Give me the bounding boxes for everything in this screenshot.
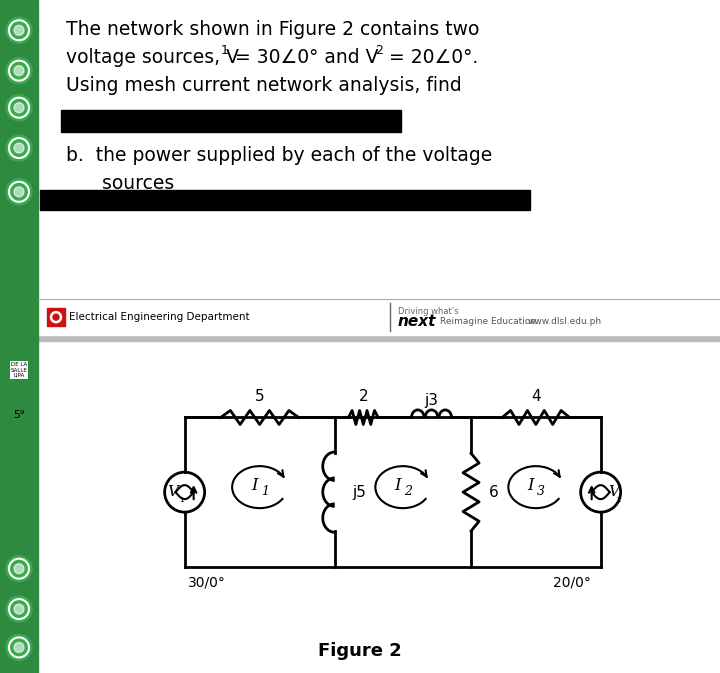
Bar [47,308,65,326]
Text: ₂: ₂ [616,494,621,504]
Circle shape [14,66,24,75]
Text: 2: 2 [404,485,412,497]
Bar [38,335,720,341]
Text: I: I [528,476,534,493]
Bar [61,110,401,132]
Circle shape [53,314,59,320]
Text: I: I [251,476,258,493]
Text: I: I [395,476,401,493]
Circle shape [50,312,61,322]
Text: V: V [168,485,179,499]
Text: The network shown in Figure 2 contains two: The network shown in Figure 2 contains t… [66,20,480,39]
Text: = 20∠0°.: = 20∠0°. [383,48,478,67]
Text: 5⁹: 5⁹ [13,410,24,420]
Circle shape [14,103,24,112]
Text: V: V [608,485,620,499]
Text: Driving what’s: Driving what’s [398,307,459,316]
Text: next: next [398,314,436,328]
Text: = 30∠0° and V: = 30∠0° and V [229,48,379,67]
Text: 6: 6 [489,485,499,499]
Bar [38,341,720,673]
Circle shape [14,187,24,197]
Circle shape [6,58,32,83]
Text: Reimagine Education.: Reimagine Education. [440,317,539,326]
Bar [38,0,720,335]
Circle shape [14,604,24,614]
Text: 20/0°: 20/0° [553,576,590,590]
Circle shape [6,179,32,205]
Text: 1: 1 [221,44,229,57]
Bar [38,299,720,335]
Text: 3: 3 [537,485,545,497]
Circle shape [6,596,32,622]
Circle shape [6,635,32,660]
Circle shape [6,556,32,581]
Text: 5: 5 [255,390,264,404]
Text: Figure 2: Figure 2 [318,642,402,660]
Circle shape [14,643,24,652]
Circle shape [6,17,32,43]
Text: 1: 1 [261,485,269,497]
Text: 2: 2 [375,44,383,57]
Text: sources: sources [66,174,174,193]
Bar [0,0,38,673]
Text: j3: j3 [425,393,438,408]
Text: voltage sources, V: voltage sources, V [66,48,239,67]
Text: b.  the power supplied by each of the voltage: b. the power supplied by each of the vol… [66,146,492,165]
Text: 30/0°: 30/0° [188,576,225,590]
Text: j5: j5 [353,485,366,499]
Text: www.dlsl.edu.ph: www.dlsl.edu.ph [528,317,602,326]
Bar [40,190,530,210]
Circle shape [14,143,24,153]
Text: Using mesh current network analysis, find: Using mesh current network analysis, fin… [66,76,462,95]
Text: 4: 4 [531,390,541,404]
Circle shape [6,95,32,120]
Circle shape [6,135,32,161]
Text: DE LA
SALLE
LIPA: DE LA SALLE LIPA [11,362,27,378]
Text: ₁: ₁ [179,494,184,504]
Text: 2: 2 [359,390,368,404]
Circle shape [14,26,24,35]
Circle shape [14,564,24,573]
Text: Electrical Engineering Department: Electrical Engineering Department [69,312,250,322]
